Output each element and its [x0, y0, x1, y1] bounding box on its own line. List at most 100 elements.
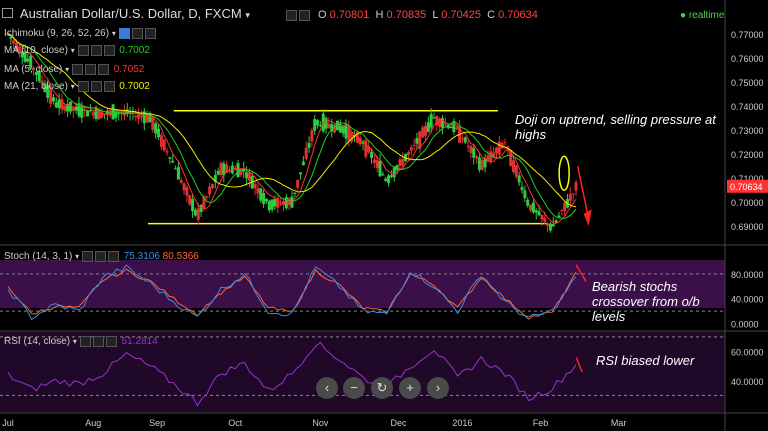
scroll-right-icon[interactable]: › [427, 377, 449, 399]
legend-ichimoku[interactable]: Ichimoku (9, 26, 52, 26) ▾ [4, 28, 158, 39]
dropdown-icon[interactable]: ▾ [111, 29, 116, 39]
symbol-dropdown-icon[interactable]: ▾ [245, 10, 250, 20]
candle-body [472, 148, 476, 158]
ohlc-readout: O 0.70801 H 0.70835 L 0.70425 C 0.70634 [318, 9, 538, 21]
stoch-arrow [575, 264, 587, 282]
candle-body [242, 168, 246, 172]
hide-icon[interactable] [94, 251, 106, 262]
header: Australian Dollar/U.S. Dollar, D, FXCM ▾ [2, 6, 250, 21]
close-icon[interactable] [144, 28, 156, 39]
hide-icon[interactable] [84, 64, 96, 75]
candle-body [429, 114, 433, 128]
candle-body [17, 46, 21, 54]
candle-body [165, 151, 169, 153]
dropdown-icon[interactable]: ▾ [65, 65, 70, 75]
stoch-k-value: 75.3106 [123, 251, 160, 263]
hide-icon[interactable] [90, 81, 102, 92]
candle-body [219, 162, 223, 176]
arrow-down [576, 165, 589, 215]
candle-body [381, 174, 385, 176]
hide-icon[interactable] [90, 45, 102, 56]
close-icon[interactable] [103, 45, 115, 56]
dropdown-icon[interactable]: ▾ [70, 46, 75, 56]
candle-body [404, 153, 408, 161]
dropdown-icon[interactable]: ▾ [72, 337, 77, 347]
candle-body [432, 117, 436, 119]
candle-body [398, 159, 402, 166]
candle-body [208, 186, 212, 195]
candle-body [43, 83, 47, 92]
candle-body [321, 113, 325, 132]
settings-icon[interactable] [77, 81, 89, 92]
legend-ma5[interactable]: MA (5, close) ▾ 0.7052 [4, 64, 144, 75]
candle-body [330, 124, 334, 132]
candle-body [279, 203, 283, 205]
settings-icon[interactable] [118, 28, 130, 39]
candle-body [372, 159, 376, 163]
settings-icon[interactable] [286, 9, 297, 21]
settings-icon[interactable] [71, 64, 83, 75]
candle-body [9, 36, 13, 39]
close-icon[interactable] [105, 336, 117, 347]
candle-body [480, 159, 484, 170]
hide-icon[interactable] [92, 336, 104, 347]
candle-body [154, 123, 158, 134]
candle-body [117, 113, 121, 115]
candle-body [415, 138, 419, 144]
dropdown-icon[interactable]: ▾ [75, 252, 80, 262]
close-icon[interactable] [97, 64, 109, 75]
price-tick-label: 0.74000 [731, 102, 764, 112]
candle-body [554, 220, 558, 224]
legend-ma21[interactable]: MA (21, close) ▾ 0.7002 [4, 81, 150, 92]
scroll-left-icon[interactable]: ‹ [316, 377, 338, 399]
candle-body [210, 184, 214, 189]
close-icon[interactable] [103, 81, 115, 92]
candle-body [492, 152, 496, 157]
symbol-title[interactable]: Australian Dollar/U.S. Dollar, D, FXCM [19, 6, 242, 21]
candle-body [316, 120, 320, 126]
candle-body [364, 140, 368, 157]
settings-icon[interactable] [81, 251, 93, 262]
zoom-out-icon[interactable]: − [343, 377, 365, 399]
candle-body [421, 127, 425, 138]
hide-icon[interactable] [131, 28, 143, 39]
candle-body [91, 112, 95, 116]
last-price-tag [727, 179, 768, 193]
candle-body [347, 126, 351, 142]
arrow-head [583, 209, 592, 226]
candle-body [74, 106, 78, 111]
settings-icon[interactable] [79, 336, 91, 347]
candle-body [327, 123, 331, 129]
reset-icon[interactable]: ↻ [371, 377, 393, 399]
layout-icon[interactable] [2, 8, 13, 18]
candle-body [139, 116, 143, 118]
dropdown-icon[interactable]: ▾ [70, 82, 75, 92]
candle-body [174, 168, 178, 170]
settings-icon[interactable] [77, 45, 89, 56]
candle-body [77, 103, 81, 117]
rsi-legend[interactable]: RSI (14, close) ▾ 51.2814 [4, 336, 158, 347]
candle-body [534, 210, 538, 213]
candle-body [401, 158, 405, 166]
candle-body [426, 122, 430, 132]
high-value: 0.70835 [386, 9, 427, 21]
candle-body [466, 145, 470, 147]
close-icon[interactable] [107, 251, 119, 262]
candle-body [318, 124, 322, 126]
candle-body [350, 132, 354, 142]
candle-body [34, 71, 38, 76]
stoch-legend[interactable]: Stoch (14, 3, 1) ▾ 75.3106 80.5366 [4, 251, 199, 262]
candle-body [270, 199, 274, 210]
stoch-tick-label: 0.0000 [731, 320, 759, 330]
zoom-in-icon[interactable]: + [399, 377, 421, 399]
candle-body [446, 124, 450, 129]
annotation-doji: Doji on uptrend, selling pressure at hig… [515, 112, 716, 142]
candle-body [134, 115, 138, 118]
stoch-tick-label: 80.0000 [731, 270, 764, 280]
candle-body [145, 115, 149, 123]
candle-body [245, 172, 249, 179]
legend-ma10[interactable]: MA (10, close) ▾ 0.7002 [4, 45, 150, 56]
close-label: C [487, 9, 496, 21]
hide-icon[interactable] [299, 9, 310, 21]
